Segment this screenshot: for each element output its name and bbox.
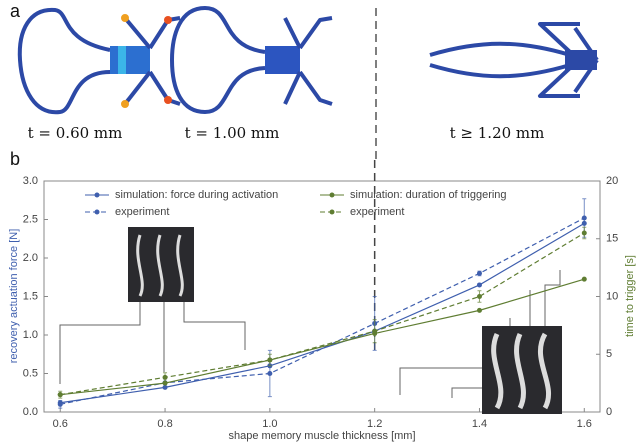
inset-photos — [59, 227, 562, 414]
panel-label: a — [10, 1, 21, 21]
legend-label: experiment — [115, 206, 169, 218]
y-tick-label: 1.5 — [23, 290, 38, 302]
point — [581, 215, 587, 221]
x-axis-label: shape memory muscle thickness [mm] — [228, 430, 415, 442]
legend-marker — [329, 209, 335, 215]
y-tick-label: 2.5 — [23, 213, 38, 225]
y-axis-label: recovery actuation force [N] — [8, 229, 20, 364]
point — [476, 294, 482, 299]
point — [581, 276, 587, 282]
y-tick-label: 2.0 — [23, 252, 38, 264]
x-tick-label: 1.2 — [367, 418, 382, 430]
y2-tick-label: 10 — [606, 290, 618, 302]
point — [581, 230, 587, 236]
x-tick-label: 0.8 — [157, 418, 172, 430]
x-tick-label: 1.6 — [577, 418, 592, 430]
simulation-shapes — [17, 6, 599, 115]
series-line — [60, 278, 585, 396]
point — [476, 270, 482, 276]
y2-tick-label: 5 — [606, 348, 612, 360]
point — [476, 282, 482, 288]
legend-marker — [94, 192, 100, 198]
y-tick-label: 1.0 — [23, 329, 38, 341]
series-line — [60, 222, 585, 404]
legend-marker — [94, 209, 100, 215]
caption: t = 1.00 mm — [185, 124, 280, 142]
point — [476, 307, 482, 313]
point — [372, 328, 378, 334]
point — [162, 374, 168, 380]
y2-axis-label: time to trigger [s] — [624, 255, 636, 337]
legend-marker — [329, 192, 335, 198]
x-tick-label: 1.4 — [472, 418, 487, 430]
point — [267, 357, 273, 363]
y2-tick-label: 20 — [606, 175, 618, 187]
x-tick-label: 1.0 — [262, 418, 277, 430]
point — [267, 371, 273, 376]
y-tick-label: 0.5 — [23, 367, 38, 379]
x-tick-label: 0.6 — [53, 418, 68, 430]
point — [57, 401, 63, 407]
legend-label: simulation: force during activation — [115, 189, 278, 201]
point — [57, 392, 63, 398]
legend-label: experiment — [350, 206, 404, 218]
series-line — [60, 232, 585, 396]
y-tick-label: 0.0 — [23, 406, 38, 418]
y2-tick-label: 0 — [606, 406, 612, 418]
y2-tick-label: 15 — [606, 233, 618, 245]
y-tick-label: 3.0 — [23, 175, 38, 187]
caption: t ≥ 1.20 mm — [450, 124, 545, 142]
panel-label: b — [10, 149, 20, 169]
legend-label: simulation: duration of triggering — [350, 189, 507, 201]
series-line — [60, 217, 585, 405]
caption: t = 0.60 mm — [28, 124, 123, 142]
